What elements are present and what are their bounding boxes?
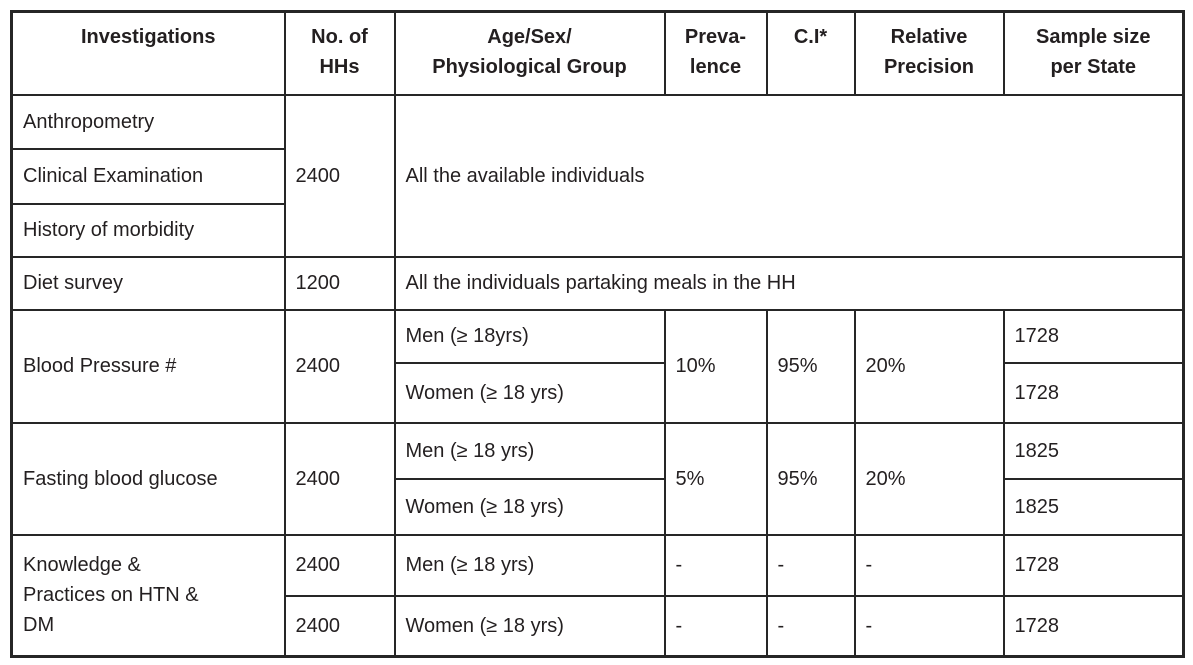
cell-hhs-blood-pressure: 2400 [283, 308, 396, 424]
cell-investigation-diet-survey: Diet survey [10, 255, 286, 311]
cell-investigation-anthropometry: Anthropometry [10, 93, 286, 150]
cell-group-kp-women: Women (≥ 18 yrs) [393, 594, 666, 658]
cell-group-fbg-men: Men (≥ 18 yrs) [393, 421, 666, 480]
row-anthropometry: Anthropometry 2400 All the available ind… [10, 93, 1185, 258]
row-fasting-glucose-men: Fasting blood glucose 2400 Men (≥ 18 yrs… [10, 421, 1185, 536]
cell-relative-precision-fasting-glucose: 20% [853, 421, 1005, 536]
cell-hhs-diet-survey: 1200 [283, 255, 396, 311]
row-knowledge-practices-women: 2400 Women (≥ 18 yrs) - - - 1728 [12, 594, 1185, 658]
cell-prevalence-blood-pressure: 10% [663, 308, 768, 424]
col-header-relative-precision: Relative Precision [853, 10, 1005, 96]
cell-group-kp-men: Men (≥ 18 yrs) [393, 533, 666, 597]
row-blood-pressure-women: Women (≥ 18 yrs) 1728 [12, 361, 1185, 424]
cell-investigation-history-of-morbidity: History of morbidity [10, 202, 286, 258]
col-header-ci: C.I* [765, 10, 856, 96]
cell-group-diet-survey-merged: All the individuals partaking meals in t… [393, 255, 1185, 311]
col-header-investigations: Investigations [10, 10, 286, 96]
cell-sample-fbg-men: 1825 [1002, 421, 1185, 480]
row-blood-pressure-men: Blood Pressure # 2400 Men (≥ 18yrs) 10% … [10, 308, 1185, 424]
cell-investigation-blood-pressure: Blood Pressure # [10, 308, 286, 424]
cell-hhs-kp-women: 2400 [283, 594, 396, 658]
cell-hhs-anthro-group: 2400 [283, 93, 396, 258]
row-knowledge-practices-men: Knowledge & Practices on HTN & DM 2400 M… [10, 533, 1185, 658]
col-header-prevalence: Preva- lence [663, 10, 768, 96]
cell-group-fbg-women: Women (≥ 18 yrs) [393, 477, 666, 536]
cell-prevalence-kp-women: - [663, 594, 768, 658]
cell-hhs-fasting-glucose: 2400 [283, 421, 396, 536]
row-fasting-glucose-women: Women (≥ 18 yrs) 1825 [12, 477, 1185, 536]
cell-relative-precision-kp-men: - [853, 533, 1005, 597]
cell-sample-kp-women: 1728 [1002, 594, 1185, 658]
cell-investigation-knowledge-practices: Knowledge & Practices on HTN & DM [10, 533, 286, 658]
survey-design-table: Investigations No. of HHs Age/Sex/ Physi… [10, 10, 1185, 658]
cell-prevalence-fasting-glucose: 5% [663, 421, 768, 536]
col-header-no-of-hhs: No. of HHs [283, 10, 396, 96]
cell-group-bp-women: Women (≥ 18 yrs) [393, 361, 666, 424]
cell-ci-blood-pressure: 95% [765, 308, 856, 424]
cell-investigation-fasting-glucose: Fasting blood glucose [10, 421, 286, 536]
cell-relative-precision-blood-pressure: 20% [853, 308, 1005, 424]
col-header-age-sex-group: Age/Sex/ Physiological Group [393, 10, 666, 96]
row-diet-survey: Diet survey 1200 All the individuals par… [10, 255, 1185, 311]
row-clinical-examination: Clinical Examination [10, 147, 1184, 205]
cell-ci-kp-men: - [765, 533, 856, 597]
cell-ci-fasting-glucose: 95% [765, 421, 856, 536]
col-header-sample-size: Sample size per State [1002, 10, 1185, 96]
cell-ci-kp-women: - [765, 594, 856, 658]
cell-prevalence-kp-men: - [663, 533, 768, 597]
cell-sample-kp-men: 1728 [1002, 533, 1185, 597]
cell-group-bp-men: Men (≥ 18yrs) [393, 308, 666, 364]
header-row: Investigations No. of HHs Age/Sex/ Physi… [10, 10, 1185, 96]
cell-relative-precision-kp-women: - [853, 594, 1005, 658]
cell-sample-bp-men: 1728 [1002, 308, 1185, 364]
cell-sample-bp-women: 1728 [1002, 361, 1185, 424]
row-history-of-morbidity: History of morbidity [10, 202, 1184, 258]
cell-hhs-kp-men: 2400 [283, 533, 396, 597]
cell-sample-fbg-women: 1825 [1002, 477, 1185, 536]
cell-group-anthro-merged: All the available individuals [393, 93, 1185, 258]
cell-investigation-clinical-examination: Clinical Examination [10, 147, 286, 205]
